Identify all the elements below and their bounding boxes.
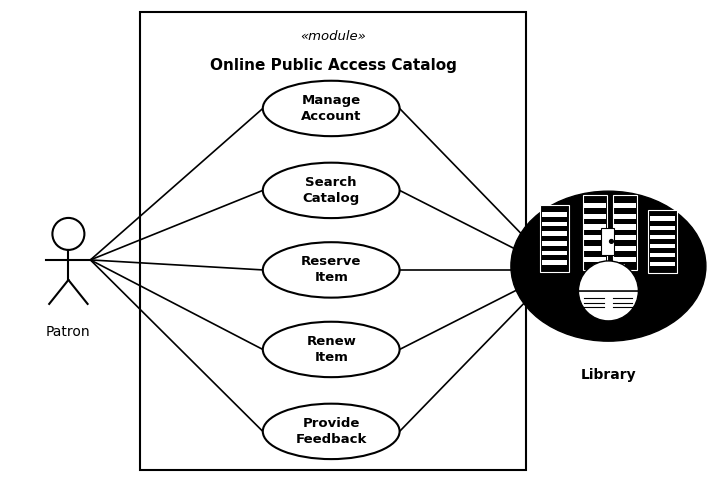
Bar: [567, 293, 649, 296]
Ellipse shape: [263, 322, 400, 377]
Bar: [649, 235, 675, 239]
Text: Reserve
Item: Reserve Item: [301, 255, 361, 284]
FancyBboxPatch shape: [592, 263, 625, 280]
Bar: [541, 212, 567, 217]
Bar: [601, 228, 614, 254]
Circle shape: [53, 218, 84, 250]
Bar: [584, 256, 606, 262]
Text: Manage
Account: Manage Account: [301, 94, 361, 123]
Bar: [648, 210, 677, 273]
Bar: [614, 203, 636, 208]
Bar: [614, 256, 636, 262]
Bar: [541, 241, 567, 246]
Wedge shape: [578, 291, 639, 321]
Text: Renew
Item: Renew Item: [306, 335, 356, 364]
Bar: [583, 195, 607, 270]
Text: Search
Catalog: Search Catalog: [302, 176, 360, 205]
Bar: [584, 225, 606, 230]
Ellipse shape: [263, 404, 400, 459]
Bar: [541, 260, 567, 265]
Ellipse shape: [511, 191, 706, 341]
Bar: [541, 222, 567, 227]
Text: Provide
Feedback: Provide Feedback: [295, 417, 367, 446]
Bar: [584, 246, 606, 251]
Ellipse shape: [263, 242, 400, 297]
Bar: [614, 235, 636, 241]
Bar: [541, 251, 567, 255]
Bar: [552, 278, 665, 284]
Bar: [649, 216, 675, 221]
Circle shape: [610, 240, 613, 243]
Bar: [649, 226, 675, 230]
Bar: [584, 203, 606, 208]
Text: Library: Library: [580, 368, 636, 382]
Bar: [540, 205, 569, 272]
Text: Online Public Access Catalog: Online Public Access Catalog: [210, 57, 456, 73]
Bar: [649, 262, 675, 267]
Bar: [613, 195, 637, 270]
Wedge shape: [578, 261, 639, 291]
Bar: [649, 253, 675, 257]
Ellipse shape: [263, 162, 400, 218]
Bar: [584, 235, 606, 241]
Bar: [614, 214, 636, 219]
Bar: [140, 12, 526, 470]
Bar: [584, 214, 606, 219]
Bar: [614, 225, 636, 230]
Bar: [614, 246, 636, 251]
Text: «module»: «module»: [300, 30, 366, 42]
Bar: [649, 244, 675, 248]
Bar: [541, 231, 567, 236]
Ellipse shape: [263, 80, 400, 136]
Text: Patron: Patron: [46, 325, 91, 339]
